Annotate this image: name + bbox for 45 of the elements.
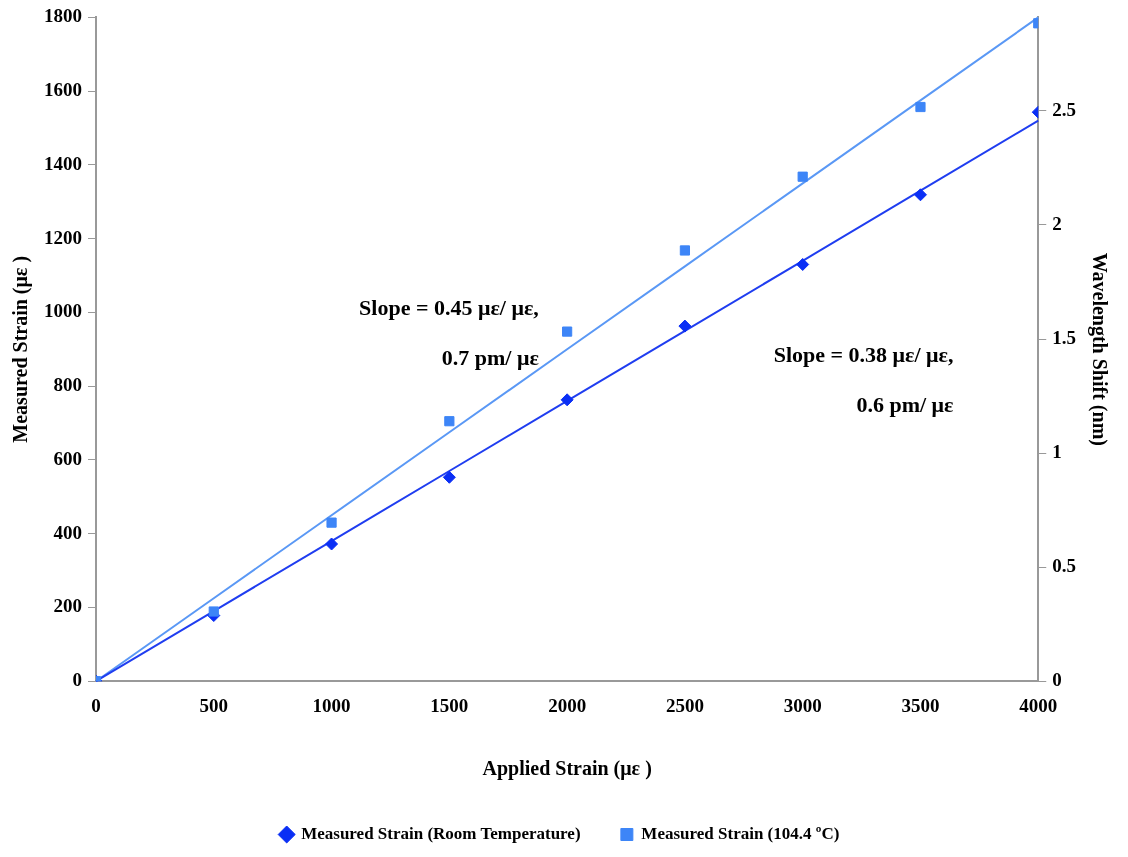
y-tick-label: 1200: [44, 226, 82, 248]
point: [562, 326, 573, 337]
point: [797, 171, 808, 182]
y-tick-label: 0: [72, 669, 82, 691]
x-tick-label: 500: [199, 694, 229, 716]
y-tick-label: 1800: [44, 5, 82, 27]
y2-tick-label: 2.5: [1052, 98, 1076, 120]
x-tick-label: 1000: [312, 694, 351, 716]
point: [325, 537, 339, 551]
y-tick-label: 800: [53, 374, 82, 396]
x-tick-label: 3000: [783, 694, 822, 716]
annotation: Slope = 0.45 με/ με, 0.7 pm/ με: [359, 295, 539, 371]
x-axis-title: Applied Strain (με ): [482, 757, 652, 781]
x-tick-label: 0: [91, 694, 101, 716]
y2-tick-label: 1.5: [1052, 326, 1076, 348]
point: [915, 101, 926, 113]
point: [913, 188, 927, 202]
x-tick-label: 4000: [1019, 694, 1058, 716]
x-tick-label: 2500: [665, 694, 704, 716]
point: [208, 606, 219, 617]
y-tick-label: 1400: [44, 152, 82, 174]
point: [442, 470, 456, 484]
x-tick-label: 2000: [548, 694, 587, 716]
legend-label: Measured Strain (104.4 ºC): [641, 823, 840, 843]
y-tick-label: 1600: [44, 79, 82, 101]
point: [678, 319, 692, 333]
legend-label: Measured Strain (Room Temperature): [301, 823, 581, 843]
point: [796, 257, 810, 271]
y-tick-label: 200: [53, 595, 82, 617]
y2-tick-label: 0.5: [1052, 555, 1076, 577]
point: [679, 245, 690, 256]
point: [444, 416, 455, 427]
y2-axis-title: Wavelength Shift (nm): [1087, 252, 1111, 446]
y2-tick-label: 2: [1052, 212, 1062, 234]
x-tick-label: 3500: [901, 694, 940, 716]
y-tick-label: 1000: [44, 300, 82, 322]
y-axis-title: Measured Strain (με ): [9, 255, 33, 443]
y-tick-label: 600: [53, 447, 82, 469]
point: [326, 517, 337, 528]
y2-tick-label: 0: [1052, 669, 1062, 691]
point: [560, 393, 574, 407]
y2-tick-label: 1: [1052, 441, 1062, 462]
x-tick-label: 1500: [430, 694, 469, 716]
y-tick-label: 400: [53, 521, 82, 543]
annotation: Slope = 0.38 με/ με, 0.6 pm/ με: [773, 341, 954, 417]
